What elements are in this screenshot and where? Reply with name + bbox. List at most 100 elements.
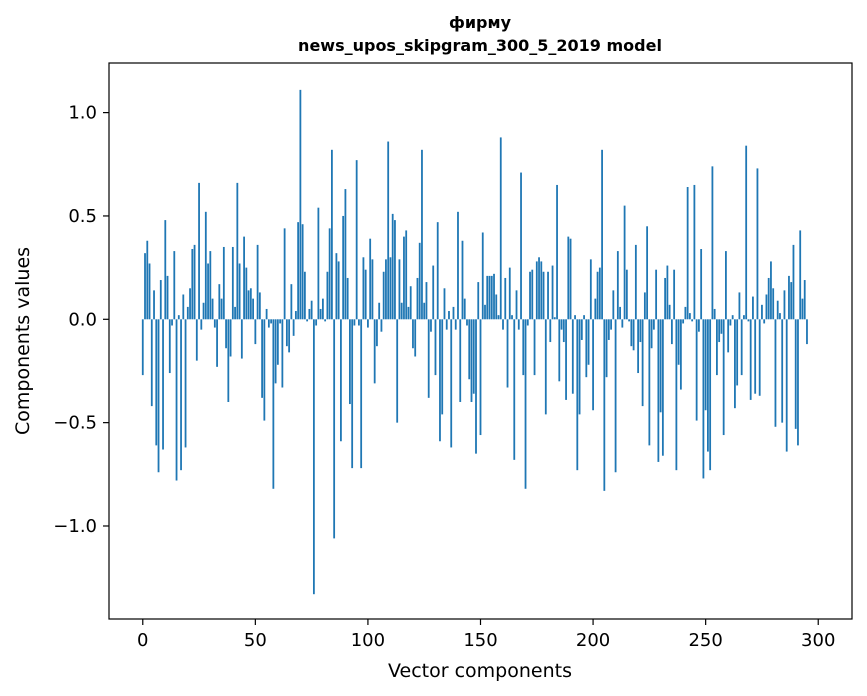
bar (436, 222, 439, 320)
bar (166, 275, 169, 320)
bar (540, 261, 543, 320)
bar (675, 319, 678, 471)
bar (331, 149, 333, 320)
bar (344, 189, 347, 320)
bar (702, 319, 705, 479)
bar (189, 288, 191, 320)
bar (461, 240, 464, 320)
bar (328, 228, 331, 320)
bar (729, 319, 732, 326)
bar (468, 319, 471, 380)
bar (405, 230, 408, 320)
bar (387, 141, 390, 320)
bar (146, 240, 149, 320)
bar (652, 319, 655, 330)
bar (684, 306, 687, 320)
bar (396, 319, 399, 423)
bar (265, 308, 268, 320)
bar (711, 166, 714, 320)
bar (745, 145, 748, 320)
bar (666, 265, 669, 320)
bar (511, 315, 513, 320)
bar (394, 220, 396, 320)
bar (297, 222, 300, 320)
bar (414, 319, 417, 357)
bar (670, 319, 673, 345)
x-tick-label: 150 (463, 630, 497, 651)
bar (292, 319, 295, 336)
bar (515, 290, 518, 320)
bar (385, 259, 387, 320)
bar (254, 319, 257, 345)
bar (734, 319, 736, 409)
bar (220, 298, 223, 320)
bar (182, 294, 185, 320)
bar (423, 302, 426, 320)
bar (184, 319, 187, 448)
bar (430, 319, 432, 332)
bar (592, 319, 594, 411)
bar (362, 257, 365, 320)
bar (641, 319, 644, 407)
bar (434, 319, 437, 376)
bar (520, 172, 522, 320)
bar (725, 251, 727, 320)
bar (303, 271, 306, 320)
bar (213, 319, 216, 328)
bar (252, 298, 254, 320)
bar (315, 319, 318, 326)
bar (517, 319, 520, 330)
bar (324, 319, 327, 322)
bar (225, 319, 227, 349)
bar (285, 319, 288, 347)
bar (634, 244, 637, 320)
bar (535, 261, 538, 320)
bar (686, 187, 689, 320)
bar (204, 211, 207, 320)
bar (209, 251, 212, 320)
bar (779, 313, 781, 320)
bar (594, 298, 597, 320)
bar (425, 282, 428, 320)
bar (294, 311, 297, 320)
bar (470, 319, 473, 402)
bar (743, 315, 745, 320)
bar (601, 149, 603, 320)
bar (346, 277, 349, 320)
bar (664, 277, 667, 320)
bar (358, 319, 360, 326)
bar (583, 315, 585, 320)
bar (263, 319, 266, 421)
bar (628, 319, 630, 322)
bar (605, 319, 608, 378)
bar (616, 251, 619, 320)
bar (598, 267, 601, 320)
bar (533, 319, 536, 376)
bar (565, 319, 567, 400)
bar (148, 263, 151, 320)
bar (569, 238, 572, 320)
bar (623, 205, 626, 320)
bar (441, 319, 444, 415)
bar (677, 319, 680, 365)
bar (168, 319, 171, 374)
bar (801, 298, 804, 320)
bar (243, 236, 245, 320)
bar (704, 319, 707, 411)
bar (542, 271, 545, 320)
bar (736, 319, 739, 386)
bar (481, 232, 484, 320)
bar (693, 184, 696, 320)
bar (141, 319, 144, 376)
bar (752, 296, 754, 320)
bar (391, 213, 394, 320)
y-axis-label: Components values (12, 247, 34, 435)
bar (580, 319, 583, 340)
bar (596, 271, 599, 320)
bar (698, 319, 700, 332)
bar (475, 319, 477, 454)
bar (191, 249, 194, 320)
bar (195, 319, 198, 361)
bar (612, 290, 615, 320)
